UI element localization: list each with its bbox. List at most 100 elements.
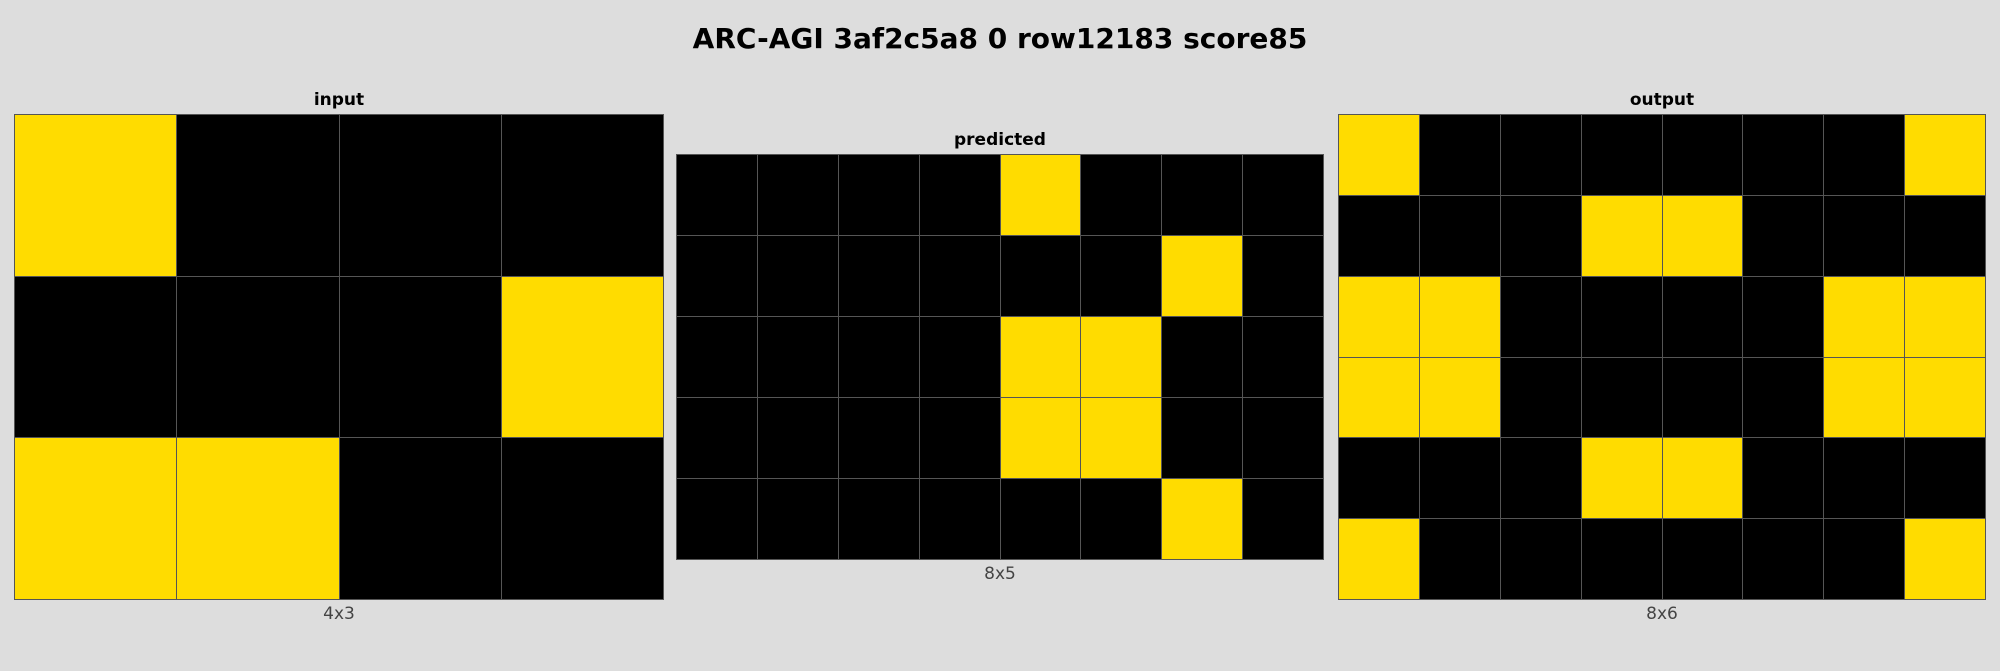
predicted-panel-label: predicted (954, 130, 1046, 150)
grid-cell (15, 276, 177, 438)
grid-cell (1162, 236, 1243, 316)
grid-cell (1905, 115, 1985, 195)
grid-cell (1000, 317, 1081, 397)
grid-cell (1581, 276, 1662, 357)
grid-cell (1243, 398, 1323, 478)
predicted-dims-label: 8x5 (984, 564, 1016, 584)
grid-cell (1824, 276, 1905, 357)
grid-cell (1000, 236, 1081, 316)
grid-cell (1243, 479, 1323, 559)
grid-cell (1662, 195, 1743, 276)
grid-cell (677, 398, 757, 478)
grid-cell (1243, 236, 1323, 316)
grid-cell (1824, 357, 1905, 438)
output-dims-label: 8x6 (1646, 604, 1678, 624)
grid-cell (1743, 276, 1824, 357)
grid-cell (677, 155, 757, 235)
grid-cell (1339, 195, 1419, 276)
grid-cell (757, 317, 838, 397)
grid-cell (1081, 398, 1162, 478)
grid-cell (1081, 155, 1162, 235)
grid-cell (1905, 438, 1985, 519)
grid-cell (1419, 195, 1500, 276)
grid-cell (1243, 155, 1323, 235)
grid-cell (1243, 317, 1323, 397)
grid-cell (757, 398, 838, 478)
grid-cell (1905, 519, 1985, 599)
grid-cell (1581, 115, 1662, 195)
grid-cell (177, 115, 339, 276)
grid-cell (1500, 276, 1581, 357)
grid-cell (15, 438, 177, 599)
grid-cell (1162, 479, 1243, 559)
grid-cell (1162, 155, 1243, 235)
grid-cell (339, 115, 501, 276)
grid-cell (1000, 398, 1081, 478)
grid-cell (1662, 357, 1743, 438)
grid-cell (1824, 519, 1905, 599)
grid-cell (501, 115, 663, 276)
grid-cell (501, 276, 663, 438)
grid-cell (919, 398, 1000, 478)
grid-cell (1500, 195, 1581, 276)
grid-cell (838, 317, 919, 397)
output-panel-label: output (1629, 90, 1695, 110)
grid-cell (919, 317, 1000, 397)
predicted-grid (676, 154, 1324, 560)
grid-cell (838, 398, 919, 478)
grid-cell (677, 236, 757, 316)
grid-cell (1419, 115, 1500, 195)
input-dims-label: 4x3 (323, 604, 355, 624)
grid-cell (177, 438, 339, 599)
grid-cell (919, 479, 1000, 559)
grid-cell (677, 317, 757, 397)
input-panel: input 4x3 (14, 90, 664, 630)
grid-cell (1339, 519, 1419, 599)
grid-cell (1162, 398, 1243, 478)
figure-title: ARC-AGI 3af2c5a8 0 row12183 score85 (692, 22, 1308, 55)
grid-cell (1000, 155, 1081, 235)
grid-cell (1743, 438, 1824, 519)
output-grid (1338, 114, 1986, 600)
grid-cell (1419, 519, 1500, 599)
grid-cell (1419, 357, 1500, 438)
grid-cell (1500, 519, 1581, 599)
grid-cell (1743, 115, 1824, 195)
grid-cell (1581, 357, 1662, 438)
grid-cell (1500, 438, 1581, 519)
grid-cell (339, 438, 501, 599)
grid-cell (1743, 195, 1824, 276)
grid-cell (1081, 236, 1162, 316)
output-panel: output 8x6 (1338, 90, 1986, 630)
grid-cell (838, 155, 919, 235)
input-panel-label: input (313, 90, 365, 110)
grid-cell (1824, 438, 1905, 519)
grid-cell (1339, 115, 1419, 195)
predicted-panel: predicted 8x5 (676, 130, 1324, 590)
grid-cell (919, 155, 1000, 235)
grid-cell (1000, 479, 1081, 559)
grid-cell (1824, 195, 1905, 276)
grid-cell (339, 276, 501, 438)
grid-cell (838, 236, 919, 316)
grid-cell (1581, 195, 1662, 276)
grid-cell (757, 479, 838, 559)
grid-cell (1500, 357, 1581, 438)
grid-cell (1500, 115, 1581, 195)
input-grid (14, 114, 664, 600)
grid-cell (1905, 195, 1985, 276)
grid-cell (501, 438, 663, 599)
grid-cell (1743, 519, 1824, 599)
grid-cell (1162, 317, 1243, 397)
grid-cell (1339, 276, 1419, 357)
grid-cell (1905, 357, 1985, 438)
grid-cell (1339, 438, 1419, 519)
grid-cell (177, 276, 339, 438)
grid-cell (757, 155, 838, 235)
grid-cell (1662, 276, 1743, 357)
grid-cell (1419, 276, 1500, 357)
grid-cell (1419, 438, 1500, 519)
grid-cell (1581, 519, 1662, 599)
grid-cell (1581, 438, 1662, 519)
grid-cell (1824, 115, 1905, 195)
